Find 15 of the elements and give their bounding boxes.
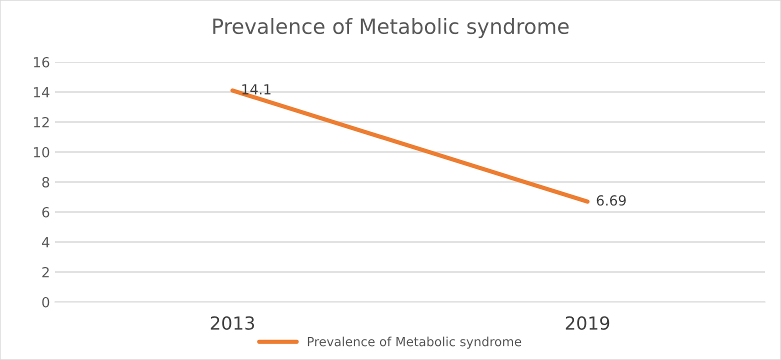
- y-tick-label: 6: [42, 206, 50, 218]
- chart-title: Prevalence of Metabolic syndrome: [213, 18, 569, 38]
- y-tick-label: 0: [42, 296, 50, 308]
- y-tick-label: 16: [34, 56, 50, 68]
- y-tick-label: 2: [42, 266, 49, 278]
- y-tick-label: 10: [34, 146, 50, 158]
- data-label: 14.1: [242, 84, 270, 94]
- data-label: 6.69: [596, 195, 626, 206]
- legend-label: Prevalence of Metabolic syndrome: [308, 336, 522, 349]
- x-tick-label: 2019: [566, 316, 610, 330]
- y-tick-label: 8: [42, 176, 50, 188]
- x-tick-label: 2013: [210, 316, 254, 330]
- y-tick-label: 4: [42, 237, 50, 248]
- y-tick-label: 12: [34, 116, 49, 128]
- y-tick-label: 14: [34, 87, 50, 98]
